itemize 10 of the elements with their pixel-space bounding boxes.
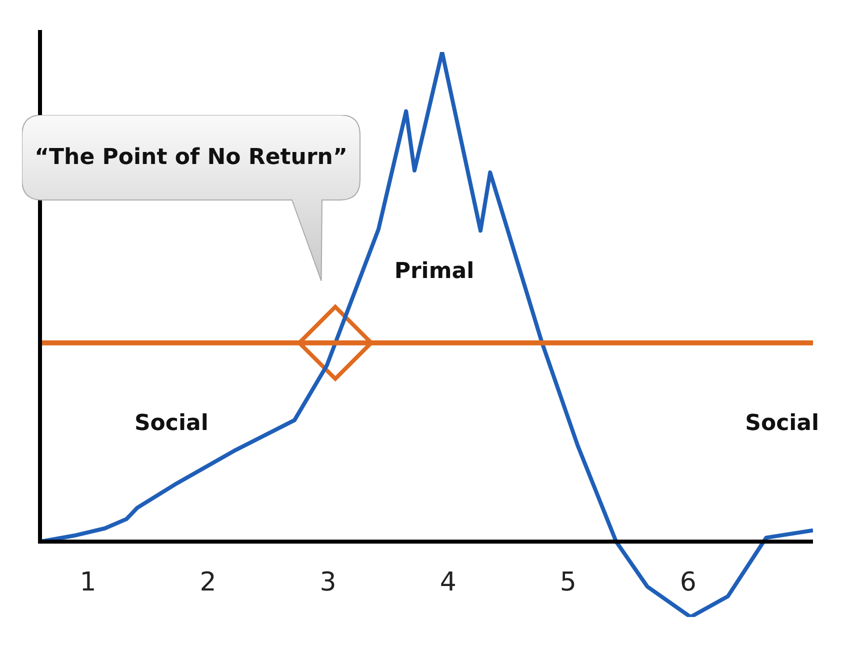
x-tick-label: 2 xyxy=(200,567,216,598)
x-tick-label: 4 xyxy=(440,567,456,598)
annotation: Social xyxy=(745,410,820,436)
x-tick-label: 3 xyxy=(320,567,336,598)
x-tick-label: 6 xyxy=(680,567,696,598)
annotation: “The Point of No Return” xyxy=(34,144,348,172)
x-tick-label: 5 xyxy=(560,567,576,598)
annotation: Social xyxy=(134,410,208,436)
annotation: Primal xyxy=(394,259,474,284)
x-tick-label: 1 xyxy=(80,567,96,598)
